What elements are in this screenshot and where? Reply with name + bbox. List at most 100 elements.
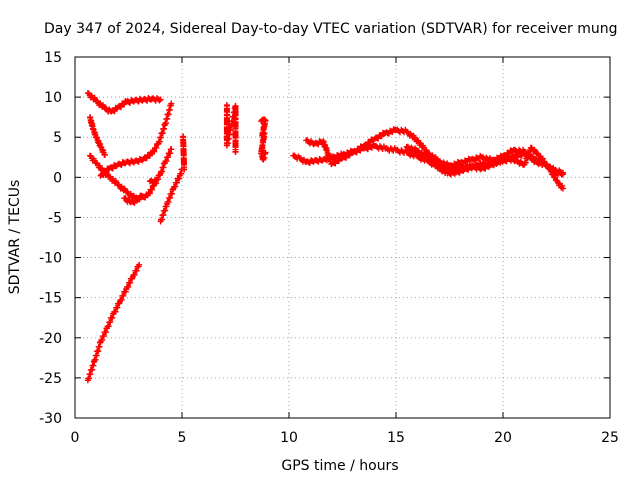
data-point-run <box>304 137 317 148</box>
data-point-run <box>141 94 154 104</box>
series-track-5 <box>121 192 145 206</box>
ticks-layer <box>74 56 611 419</box>
data-point-run <box>180 134 188 173</box>
data-point-run <box>415 137 431 156</box>
data-point-run <box>124 189 137 201</box>
data-point-run <box>162 102 174 127</box>
y-tick-label: -25 <box>39 371 62 387</box>
data-point-run <box>134 192 144 203</box>
x-tick-label: 10 <box>280 430 298 446</box>
x-tick-label: 0 <box>71 430 80 446</box>
data-point-run <box>85 358 97 382</box>
tick-labels-layer: 0 5 10 15 20 25 -30 -25 -20 -15 -10 -5 0 5 10 15 <box>39 50 619 446</box>
data-point-run <box>361 136 377 149</box>
data-point-run <box>436 164 450 177</box>
data-point-run <box>148 176 159 186</box>
data-point-run <box>383 145 398 154</box>
x-tick-label: 15 <box>387 430 405 446</box>
data-point-run <box>351 143 366 156</box>
data-point-run <box>312 155 326 165</box>
data-point-run <box>158 203 170 223</box>
y-tick-label: -30 <box>39 411 62 427</box>
data-point-run <box>111 300 123 315</box>
data-point-run <box>98 325 110 344</box>
y-tick-label: -15 <box>39 291 62 307</box>
data-point-run <box>130 263 142 279</box>
x-tick-label: 5 <box>178 430 187 446</box>
data-point-run <box>404 128 420 145</box>
data-point-run <box>91 339 104 364</box>
data-point-run <box>115 181 129 194</box>
data-point-run <box>447 158 463 170</box>
data-point-run <box>488 158 501 169</box>
data-point-run <box>85 90 99 103</box>
data-point-run <box>471 163 484 173</box>
data-point-run <box>171 175 183 190</box>
series-track-2 <box>86 114 108 158</box>
data-point-run <box>155 121 168 145</box>
data-point-run <box>372 129 388 142</box>
data-point-run <box>145 182 157 197</box>
y-tick-label: 15 <box>44 50 62 66</box>
data-point-run <box>133 155 146 165</box>
y-axis-label: SDTVAR / TECUs <box>7 180 23 295</box>
data-point-run <box>107 162 120 172</box>
data-point-run <box>329 154 345 167</box>
data-point-run <box>107 173 120 187</box>
series-track-14 <box>403 143 566 192</box>
data-point-run <box>98 144 108 158</box>
data-point-run <box>445 168 458 178</box>
data-point-run <box>150 95 163 104</box>
data-point-run <box>547 166 559 183</box>
x-tick-label: 25 <box>601 430 619 446</box>
data-point-run <box>258 130 268 155</box>
grid-layer <box>75 57 610 418</box>
y-tick-label: 0 <box>53 170 62 186</box>
series-track-6 <box>157 166 185 225</box>
data-point-run <box>496 155 510 165</box>
data-points-layer <box>84 90 566 384</box>
data-point-run <box>426 155 441 172</box>
data-point-run <box>541 158 553 172</box>
data-point-run <box>512 146 527 156</box>
data-point-run <box>164 186 176 206</box>
data-point-run <box>554 177 566 191</box>
data-point-run <box>116 159 129 169</box>
series-track-13 <box>303 126 566 177</box>
data-point-run <box>535 150 546 164</box>
data-point-run <box>232 116 239 155</box>
data-point-run <box>469 152 484 164</box>
data-point-run <box>124 96 137 106</box>
x-axis-label: GPS time / hours <box>281 458 398 474</box>
data-point-run <box>404 143 420 154</box>
data-point-run <box>394 146 409 156</box>
series-track-9 <box>180 133 188 173</box>
data-point-run <box>340 149 356 161</box>
series-track-4 <box>97 100 175 179</box>
data-point-run <box>454 166 467 176</box>
data-point-run <box>109 104 120 115</box>
series-track-11 <box>258 116 269 163</box>
data-point-run <box>320 138 335 168</box>
data-point-run <box>260 150 269 161</box>
data-point-run <box>149 141 161 155</box>
data-point-run <box>505 154 518 165</box>
data-point-run <box>304 157 317 167</box>
data-point-run <box>479 162 492 172</box>
data-point-run <box>372 142 387 152</box>
data-point-run <box>117 288 129 303</box>
data-point-run <box>501 147 516 160</box>
data-point-run <box>291 152 302 162</box>
series-track-1 <box>84 90 164 115</box>
x-tick-label: 20 <box>494 430 512 446</box>
series-track-7 <box>146 176 160 186</box>
data-point-run <box>124 157 137 167</box>
data-point-run <box>462 163 475 173</box>
y-tick-label: -5 <box>48 210 62 226</box>
data-point-run <box>124 275 136 291</box>
data-point-run <box>552 166 565 177</box>
plot-frame <box>74 56 611 419</box>
data-point-run <box>133 95 146 105</box>
